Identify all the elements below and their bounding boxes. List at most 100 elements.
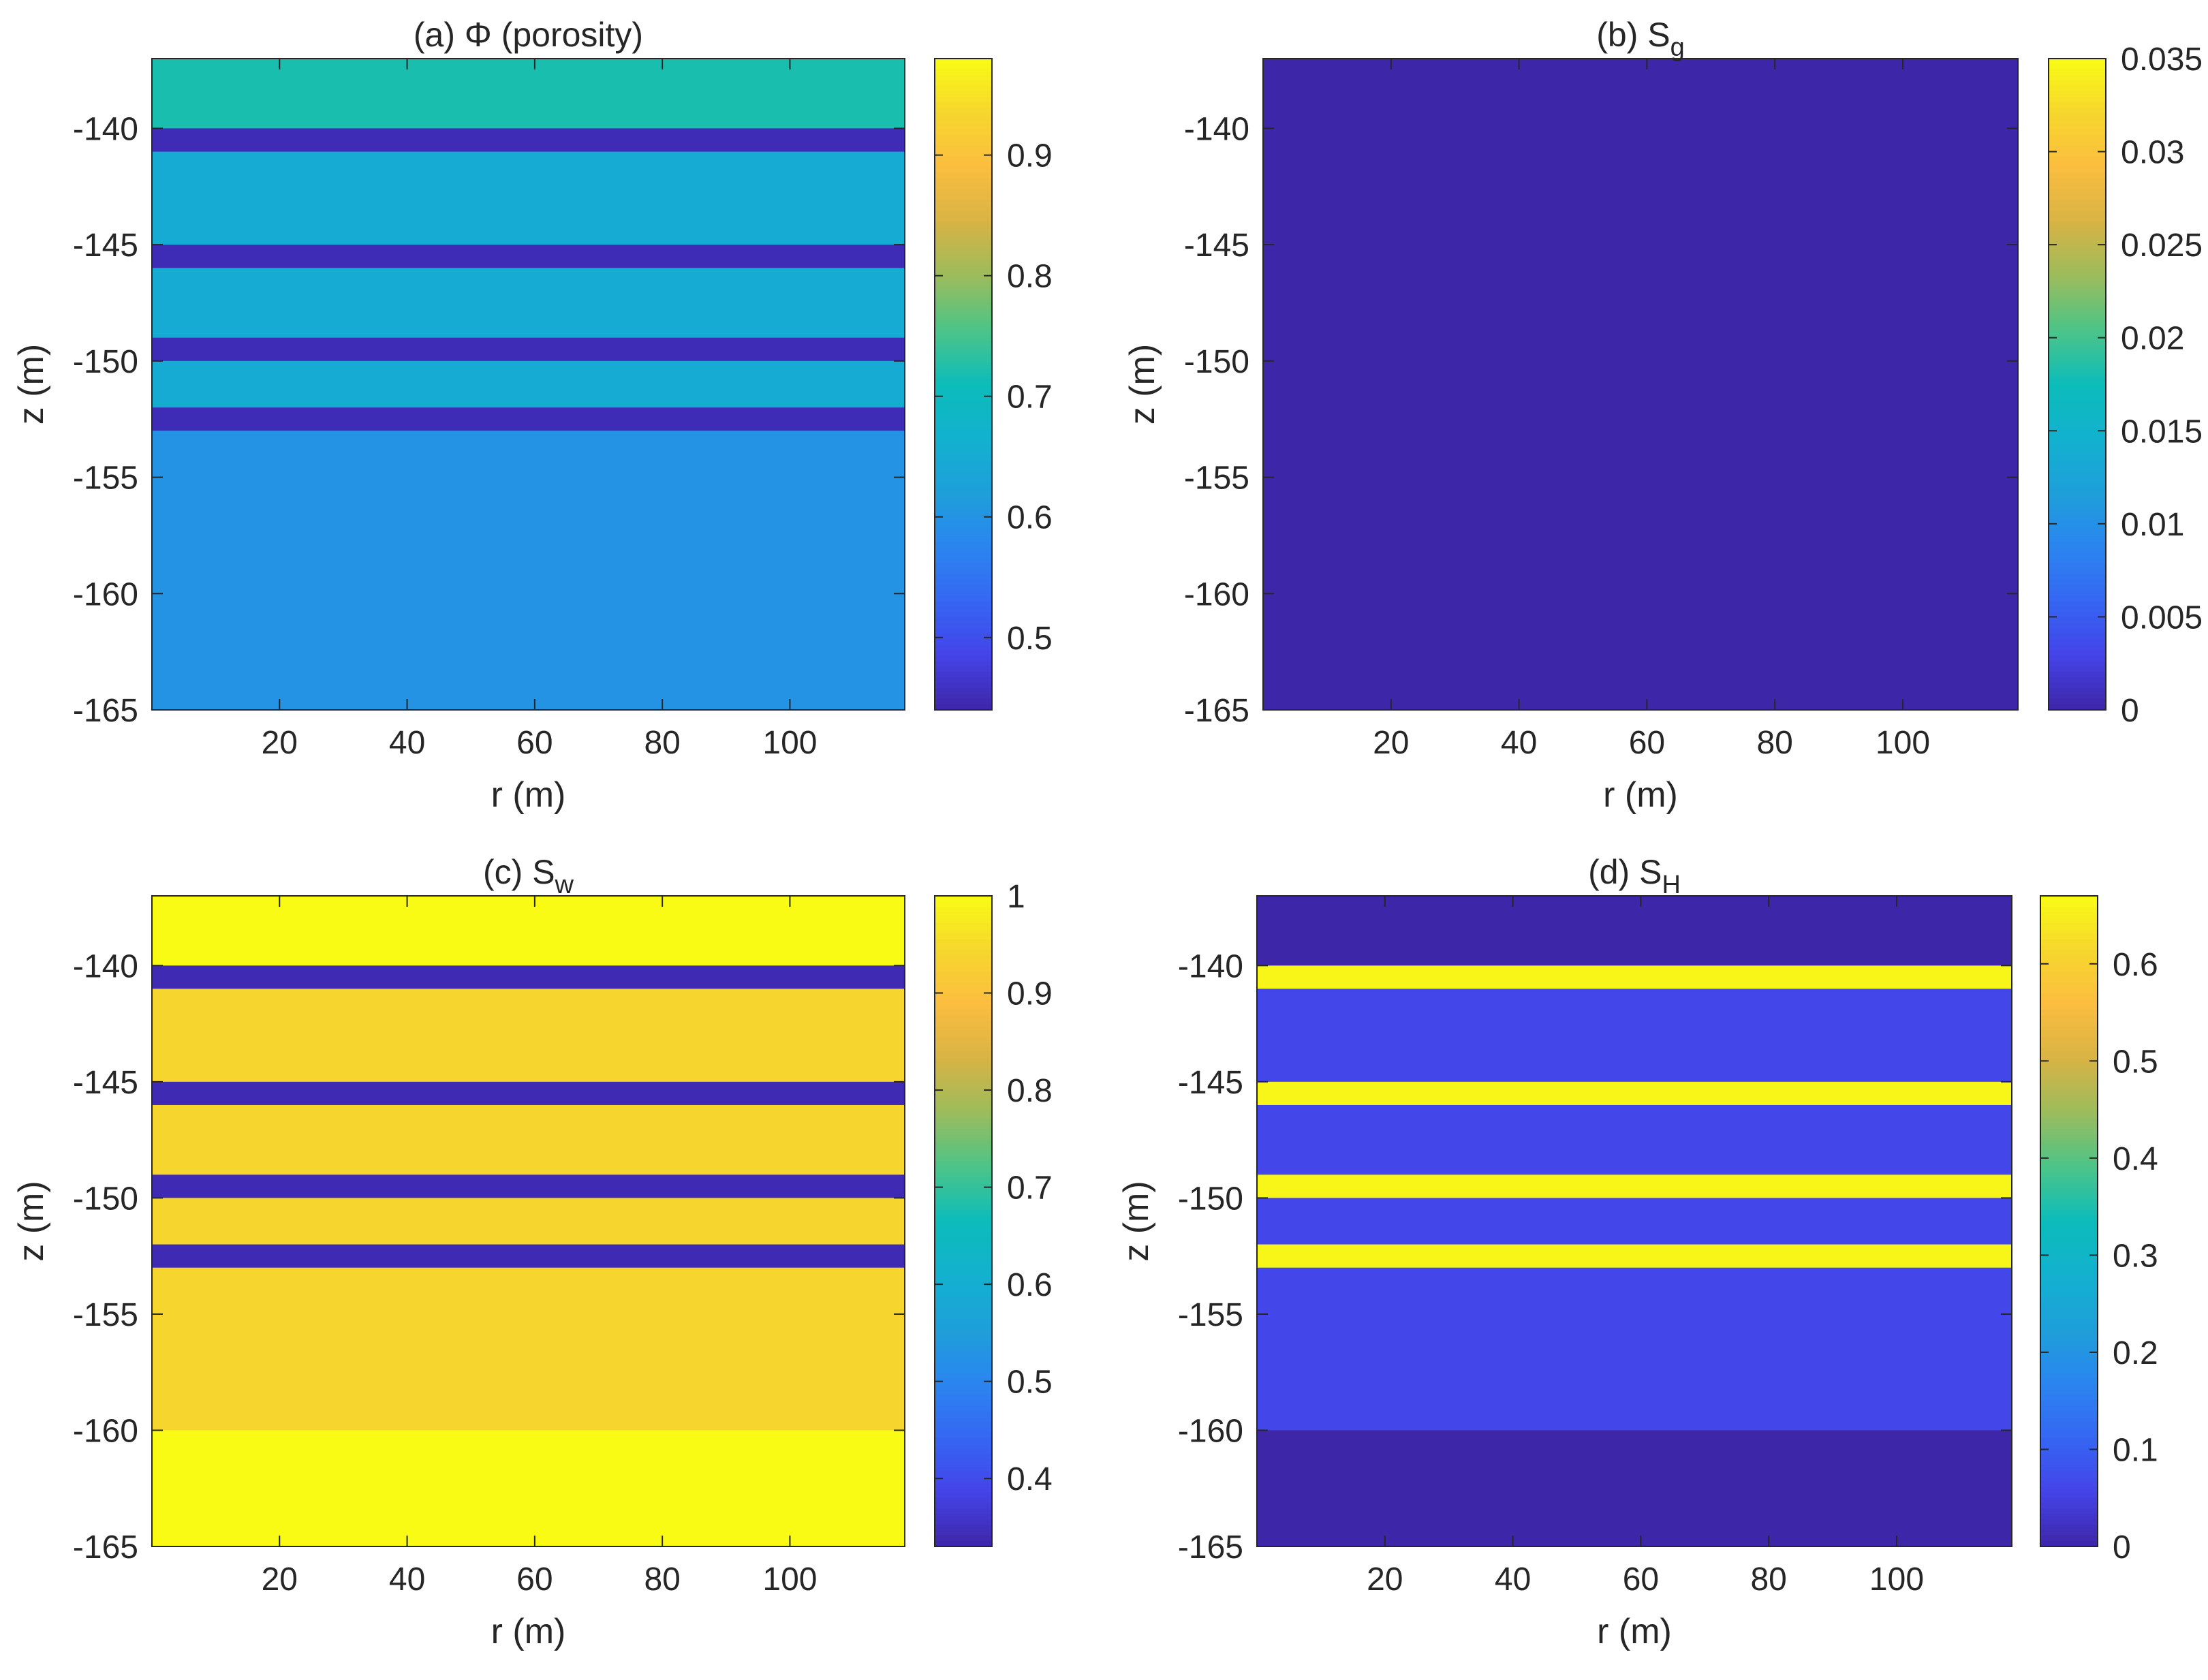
colorbar-segment [935,531,992,537]
colorbar: 0 0.1 0.2 0.3 0.4 0.5 0.6 [2040,895,2158,1566]
heatmap-layer [152,1104,905,1175]
colorbar-segment [935,542,992,548]
y-tick-label: -165 [1184,693,1249,729]
colorbar-segment [935,308,992,315]
colorbar-segment [935,1243,992,1249]
colorbar-segment [2040,1134,2098,1140]
colorbar-segment [2040,993,2098,999]
heatmap-layer [152,1267,905,1431]
colorbar-segment [935,302,992,309]
colorbar-segment [2049,531,2106,537]
colorbar-segment [2040,1069,2098,1076]
colorbar-segment [2040,1465,2098,1472]
colorbar-segment [2040,1031,2098,1038]
colorbar-segment [2040,1237,2098,1243]
x-axis-label: r (m) [491,775,566,815]
colorbar-tick-label: 0.8 [1007,259,1053,295]
y-tick-label: -155 [1178,1297,1243,1333]
colorbar-segment [935,74,992,81]
heatmap-layer [152,59,905,129]
colorbar-segment [2040,1362,2098,1368]
colorbar-tick-label: 0.5 [1007,621,1053,657]
colorbar-segment [2049,606,2106,613]
colorbar-segment [2040,1177,2098,1184]
panel-2: 20 40 60 80 100 -140 -145 -150 -155 -160 -165 r (m)… [1123,16,2203,815]
colorbar-segment [935,292,992,298]
colorbar-segment [2040,1318,2098,1325]
colorbar-segment [935,1254,992,1260]
colorbar-segment [935,666,992,672]
colorbar-tick-label: 0.1 [2113,1432,2158,1468]
colorbar-segment [2040,1373,2098,1379]
colorbar-segment [2049,389,2106,396]
colorbar-segment [2049,704,2106,711]
colorbar-tick-label: 0.5 [2113,1044,2158,1080]
colorbar-segment [935,1465,992,1472]
colorbar-segment [935,966,992,973]
colorbar-segment [935,1302,992,1309]
colorbar-tick-label: 0.7 [1007,1170,1053,1207]
colorbar-segment [935,1367,992,1373]
x-tick-label: 20 [1373,725,1409,761]
colorbar-segment [935,1405,992,1412]
colorbar-segment [2049,449,2106,456]
colorbar-tick-label: 0 [2113,1529,2131,1566]
colorbar-segment [935,346,992,352]
colorbar-segment [935,644,992,651]
x-tick-label: 100 [1876,725,1930,761]
colorbar-segment [935,547,992,553]
colorbar-segment [935,1497,992,1504]
colorbar-segment [935,509,992,515]
colorbar-segment [2040,1021,2098,1027]
colorbar-segment [2049,536,2106,542]
colorbar-tick-label: 0.8 [1007,1073,1053,1109]
x-tick-label: 40 [389,1561,425,1598]
colorbar-segment [2049,493,2106,499]
colorbar-segment [2040,1378,2098,1384]
colorbar-segment [935,1085,992,1092]
colorbar-segment [2049,286,2106,293]
colorbar-segment [935,1091,992,1098]
colorbar-segment [935,384,992,390]
axes-frame [1262,58,2019,711]
colorbar-segment [2040,1080,2098,1087]
colorbar-segment [2040,1459,2098,1466]
colorbar-segment [935,1329,992,1336]
colorbar-segment [935,275,992,282]
colorbar-segment [2049,574,2106,580]
y-tick-label: -165 [73,693,138,729]
colorbar-segment [935,118,992,125]
colorbar-segment [2049,85,2106,92]
heatmap-layer [152,1198,905,1245]
colorbar-segment [2040,955,2098,962]
colorbar-segment [2049,400,2106,407]
colorbar-segment [2040,1291,2098,1298]
x-tick-label: 20 [262,1561,298,1598]
colorbar-segment [935,1411,992,1417]
axes-frame [151,895,905,1547]
x-tick-label: 100 [762,725,817,761]
colorbar: 0.5 0.6 0.7 0.8 0.9 [934,58,1053,711]
colorbar-segment [935,1519,992,1525]
colorbar-segment [935,200,992,206]
colorbar-tick-label: 0.5 [1007,1365,1053,1401]
colorbar-segment [2040,944,2098,951]
colorbar-segment [2049,634,2106,640]
colorbar-segment [935,1031,992,1038]
colorbar-segment [2049,112,2106,119]
axes-frame [1256,895,2012,1547]
colorbar-segment [2040,1356,2098,1363]
colorbar-segment [2049,341,2106,347]
colorbar-segment [935,525,992,531]
colorbar-segment [935,617,992,624]
colorbar-segment [935,1221,992,1228]
colorbar-segment [2040,1010,2098,1016]
colorbar-segment [2040,1427,2098,1433]
heatmap-layer [152,1081,905,1106]
colorbar-segment [2049,405,2106,412]
heatmap-layer [1257,896,2012,966]
colorbar-segment [935,683,992,689]
colorbar-segment [2040,1047,2098,1054]
colorbar-segment [2049,205,2106,211]
